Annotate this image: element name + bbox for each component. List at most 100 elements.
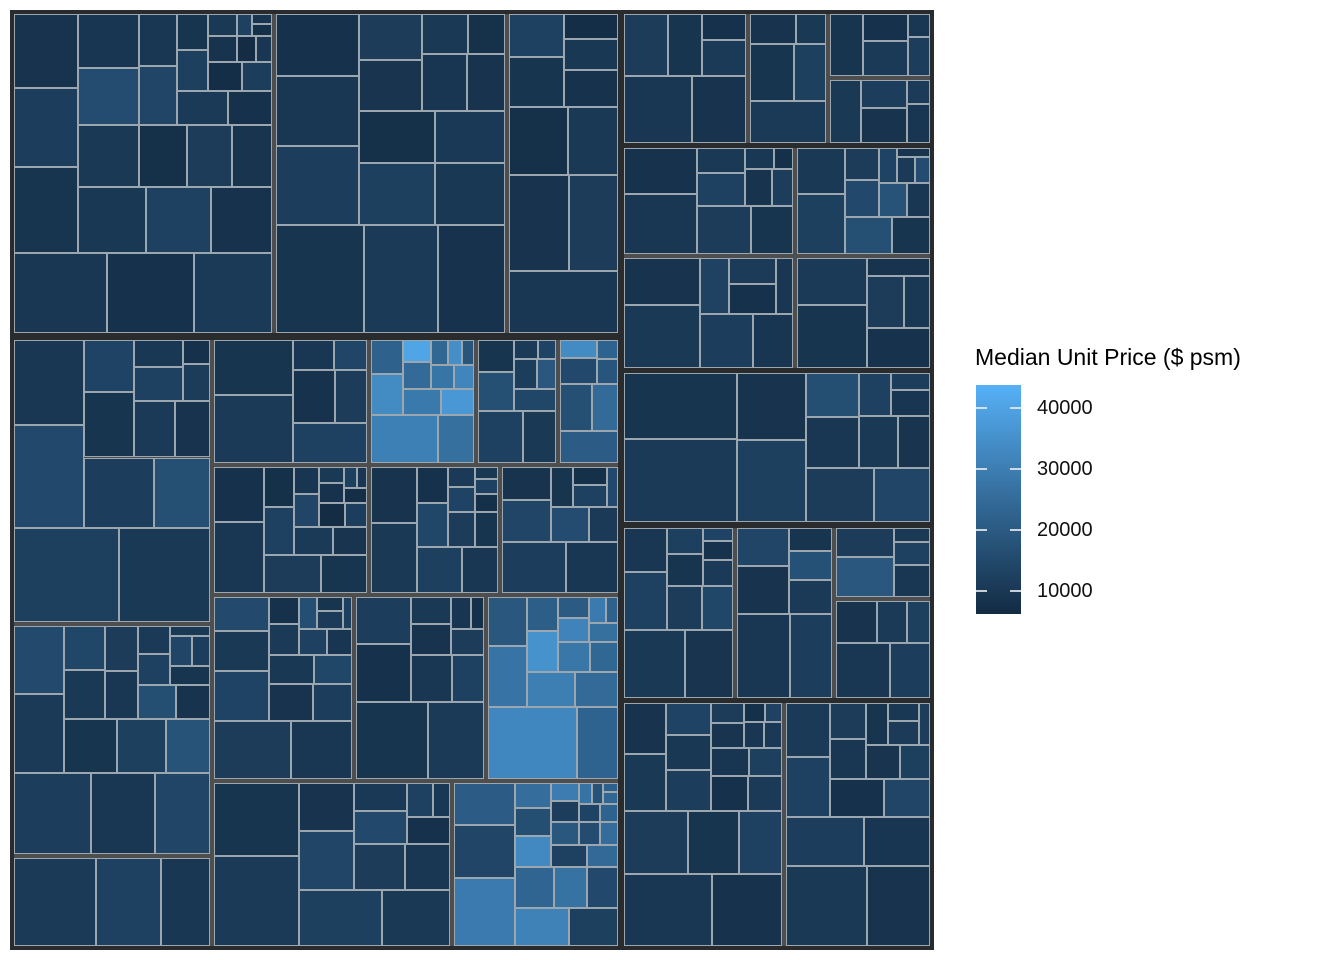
treemap-tile bbox=[836, 556, 894, 597]
treemap-tile bbox=[836, 601, 878, 643]
treemap-tile bbox=[624, 703, 666, 755]
treemap-tile bbox=[606, 467, 618, 507]
treemap-tile bbox=[569, 908, 618, 946]
treemap-tile bbox=[688, 811, 740, 874]
treemap-tile bbox=[357, 467, 367, 488]
legend-tick-mark bbox=[1010, 407, 1021, 410]
treemap-tile bbox=[864, 817, 930, 867]
legend: Median Unit Price ($ psm) 40000 30000 2000… bbox=[975, 344, 1335, 644]
treemap-tile bbox=[14, 340, 84, 425]
treemap-tile bbox=[691, 75, 746, 143]
treemap-tile bbox=[863, 14, 908, 42]
treemap-tile bbox=[417, 502, 448, 548]
treemap-tile bbox=[883, 779, 930, 818]
treemap-tile bbox=[685, 629, 733, 698]
treemap-tile bbox=[14, 528, 119, 622]
treemap-tile bbox=[751, 206, 793, 254]
treemap-tile bbox=[298, 889, 383, 946]
treemap-tile bbox=[667, 528, 704, 555]
treemap-tile bbox=[478, 411, 523, 463]
treemap-tile bbox=[786, 756, 830, 818]
treemap-tile bbox=[797, 148, 845, 195]
treemap-tile bbox=[333, 526, 367, 555]
treemap-tile bbox=[861, 80, 908, 108]
treemap-tile bbox=[435, 110, 505, 163]
treemap-tile bbox=[312, 683, 352, 722]
treemap-tile bbox=[914, 157, 930, 184]
treemap-tile bbox=[276, 75, 359, 146]
legend-gradient-bar bbox=[976, 385, 1021, 614]
treemap-tile bbox=[146, 186, 212, 253]
treemap-tile bbox=[788, 579, 832, 615]
treemap-tile bbox=[509, 271, 618, 333]
treemap-tile bbox=[514, 783, 552, 808]
treemap-tile bbox=[63, 669, 106, 720]
treemap-tile bbox=[454, 824, 515, 878]
treemap-tile bbox=[84, 340, 135, 393]
legend-tick-mark bbox=[1010, 468, 1021, 471]
treemap-tile bbox=[797, 305, 868, 368]
treemap-tile bbox=[214, 855, 299, 946]
treemap-tile bbox=[276, 14, 359, 76]
treemap-tile bbox=[452, 655, 484, 703]
treemap-tile bbox=[461, 340, 474, 366]
treemap-tile bbox=[474, 511, 498, 548]
treemap-tile bbox=[867, 328, 930, 368]
treemap-tile bbox=[551, 844, 588, 868]
treemap-tile bbox=[587, 844, 618, 868]
treemap-tile bbox=[84, 392, 135, 458]
treemap-tile bbox=[589, 622, 618, 642]
treemap-tile bbox=[573, 484, 607, 507]
treemap-tile bbox=[441, 389, 474, 416]
treemap-tile bbox=[77, 67, 139, 126]
treemap-tile bbox=[624, 258, 700, 306]
treemap-tile bbox=[268, 597, 300, 625]
treemap-tile bbox=[897, 415, 930, 468]
treemap-tile bbox=[624, 528, 668, 573]
treemap-tile bbox=[14, 858, 96, 946]
treemap-tile bbox=[134, 367, 183, 401]
treemap-tile bbox=[665, 770, 711, 812]
legend-tick-label: 20000 bbox=[1037, 518, 1093, 541]
treemap-tile bbox=[84, 457, 154, 528]
treemap-tile bbox=[228, 90, 272, 125]
treemap-tile bbox=[298, 831, 354, 890]
treemap-tile bbox=[242, 61, 272, 91]
treemap-tile bbox=[750, 14, 796, 44]
treemap-tile bbox=[509, 106, 569, 176]
treemap-tile bbox=[430, 340, 448, 366]
treemap-tile bbox=[319, 467, 345, 484]
treemap-tile bbox=[319, 502, 345, 527]
treemap-tile bbox=[356, 702, 429, 779]
treemap-tile bbox=[358, 59, 423, 111]
treemap-tile bbox=[907, 103, 930, 143]
treemap-tile bbox=[410, 655, 452, 703]
treemap-tile bbox=[589, 641, 618, 672]
treemap-tile bbox=[417, 547, 463, 593]
treemap-tile bbox=[371, 373, 404, 416]
treemap-tile bbox=[874, 467, 930, 522]
treemap-tile bbox=[509, 14, 564, 58]
treemap-tile bbox=[161, 858, 210, 946]
treemap-tile bbox=[579, 822, 600, 845]
treemap-tile bbox=[844, 148, 879, 181]
treemap-tile bbox=[14, 166, 78, 253]
treemap-tile bbox=[591, 384, 618, 431]
treemap-tile bbox=[668, 14, 702, 76]
treemap-tile bbox=[502, 500, 552, 543]
treemap-tile bbox=[743, 721, 764, 748]
treemap-tile bbox=[251, 23, 272, 36]
treemap-tile bbox=[596, 358, 618, 385]
treemap-tile bbox=[107, 252, 195, 333]
treemap-tile bbox=[859, 373, 891, 416]
legend-tick-mark bbox=[976, 468, 987, 471]
treemap-tile bbox=[878, 148, 897, 184]
treemap-tile bbox=[294, 467, 320, 495]
treemap-tile bbox=[263, 506, 295, 555]
treemap-tile bbox=[187, 124, 232, 187]
treemap-tile bbox=[750, 101, 826, 143]
treemap-tile bbox=[405, 843, 450, 890]
treemap-tile bbox=[667, 586, 703, 630]
treemap-tile bbox=[745, 148, 774, 169]
treemap-tile bbox=[95, 858, 161, 946]
